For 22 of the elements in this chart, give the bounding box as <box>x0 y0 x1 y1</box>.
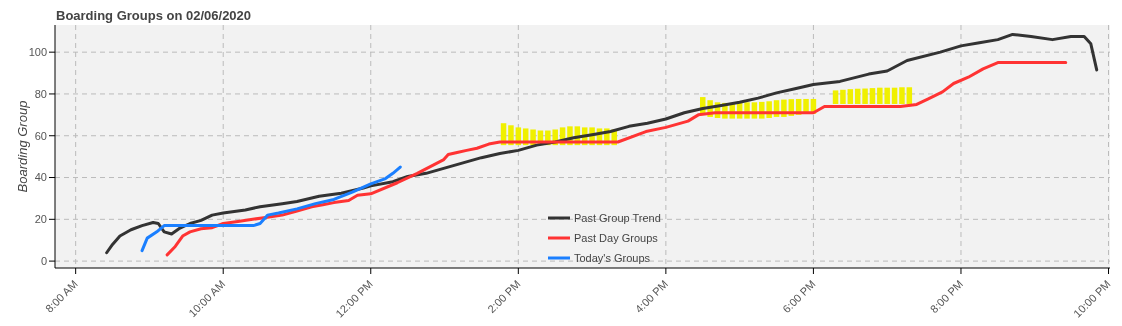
y-tick-label: 40 <box>34 171 47 184</box>
y-tick-label: 0 <box>40 255 47 268</box>
x-tick-label: 4:00 PM <box>632 277 671 316</box>
legend-label: Past Day Groups <box>574 232 658 244</box>
bar <box>847 89 854 104</box>
chart-title: Boarding Groups on 02/06/2020 <box>55 8 253 24</box>
bar <box>869 88 876 104</box>
legend-label: Today's Groups <box>574 252 651 264</box>
y-tick-label: 100 <box>28 46 47 59</box>
y-tick-label: 20 <box>34 213 47 226</box>
bar <box>899 87 905 104</box>
bar <box>840 89 846 104</box>
y-axis-title: Boarding Group <box>14 100 30 193</box>
y-tick-label: 60 <box>34 129 47 142</box>
legend-label: Past Group Trend <box>574 212 661 224</box>
line-series <box>140 165 402 253</box>
bar <box>862 88 868 104</box>
bar <box>832 90 839 104</box>
x-tick-label: 8:00 AM <box>42 277 80 315</box>
line-series <box>105 32 1099 255</box>
bar <box>906 87 913 104</box>
y-tick-label: 80 <box>34 87 47 100</box>
